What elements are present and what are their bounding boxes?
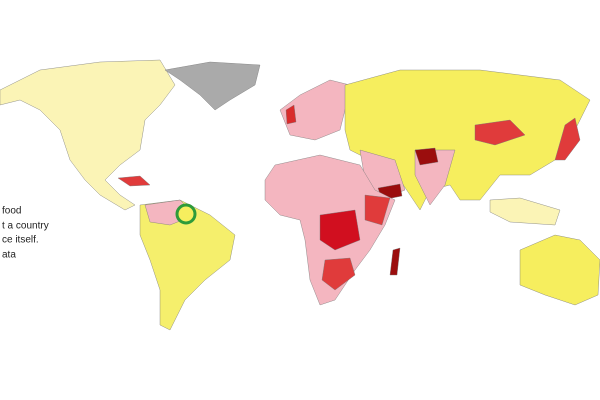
legend-line: t a country [2, 221, 49, 232]
legend-line: ce itself. [2, 235, 39, 246]
africa-east [364, 194, 391, 226]
legend-line: ata [2, 250, 16, 261]
mongolia [474, 119, 526, 146]
africa-south [321, 257, 356, 291]
caribbean [117, 175, 151, 187]
japan [554, 117, 581, 161]
afghanistan [414, 147, 439, 166]
south-america [139, 199, 236, 331]
australia [519, 234, 600, 306]
southeast-asia [489, 197, 561, 226]
highlight-marker[interactable] [175, 203, 197, 225]
uk [285, 104, 297, 125]
north-america [0, 59, 176, 211]
madagascar [389, 247, 401, 276]
legend-line: food [2, 206, 21, 217]
africa-central [319, 209, 361, 251]
greenland [164, 61, 261, 111]
